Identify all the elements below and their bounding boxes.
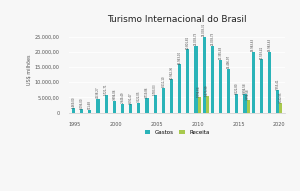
Bar (202, 36, 206, 113)
Bar (80, 109, 83, 113)
Text: 3.222,05: 3.222,05 (137, 91, 141, 102)
Bar (162, 88, 165, 113)
Bar (105, 95, 108, 113)
Bar (113, 101, 116, 113)
Legend: Gastos, Receita: Gastos, Receita (142, 128, 212, 137)
Bar (121, 104, 124, 113)
Bar (260, 59, 263, 113)
Bar (235, 94, 239, 113)
Text: 19.983,63: 19.983,63 (251, 38, 255, 51)
Text: 17.355,83: 17.355,83 (218, 46, 223, 59)
Bar (194, 46, 198, 113)
Bar (72, 108, 75, 113)
Text: 1.096,00: 1.096,00 (80, 97, 84, 109)
Text: 22.038,73: 22.038,73 (210, 32, 214, 45)
Text: 4.719,86: 4.719,86 (145, 86, 149, 98)
Text: 10.962,36: 10.962,36 (169, 66, 173, 79)
Text: 17.593,41: 17.593,41 (259, 46, 263, 59)
Text: 2.691,47: 2.691,47 (129, 92, 133, 104)
Text: 5.473,99: 5.473,99 (205, 84, 209, 96)
Text: 7.355,41: 7.355,41 (276, 78, 280, 90)
Text: 19.983,63: 19.983,63 (268, 38, 272, 51)
Text: 20.801,82: 20.801,82 (186, 36, 190, 49)
Text: 3.040,95: 3.040,95 (279, 91, 283, 103)
Bar (252, 52, 255, 113)
Bar (211, 46, 214, 113)
Text: 5.094,64: 5.094,64 (197, 85, 201, 97)
Text: 5.994,58: 5.994,58 (243, 83, 247, 94)
Text: 4.638,27: 4.638,27 (96, 87, 100, 98)
Text: 14.496,97: 14.496,97 (227, 55, 231, 68)
Text: 5.721,71: 5.721,71 (104, 83, 108, 95)
Bar (97, 99, 100, 113)
Y-axis label: US$ milhões: US$ milhões (27, 55, 32, 85)
Text: 2.949,49: 2.949,49 (121, 92, 124, 103)
Text: 6.022,80: 6.022,80 (235, 82, 239, 94)
Bar (146, 98, 148, 113)
Text: 25.038,31: 25.038,31 (202, 23, 206, 36)
Text: 22.038,73: 22.038,73 (194, 32, 198, 45)
Text: 15.963,00: 15.963,00 (178, 51, 182, 64)
Bar (88, 110, 91, 113)
Text: 5.783,03: 5.783,03 (153, 83, 157, 95)
Title: Turismo Internacional do Brasil: Turismo Internacional do Brasil (107, 15, 247, 24)
Text: 971,68: 971,68 (88, 100, 92, 109)
Bar (206, 96, 209, 113)
Text: 8.211,10: 8.211,10 (161, 76, 165, 87)
Bar (219, 60, 222, 113)
Text: 3.994,58: 3.994,58 (246, 88, 250, 100)
Bar (227, 69, 230, 113)
Bar (170, 79, 173, 113)
Bar (198, 97, 201, 113)
Bar (137, 103, 140, 113)
Bar (247, 100, 250, 113)
Bar (279, 103, 282, 113)
Text: 1.469,00: 1.469,00 (71, 96, 76, 108)
Bar (178, 64, 181, 113)
Bar (276, 90, 279, 113)
Bar (268, 52, 271, 113)
Bar (186, 49, 189, 113)
Bar (243, 94, 247, 113)
Bar (129, 104, 132, 113)
Text: 3.894,06: 3.894,06 (112, 89, 116, 100)
Bar (154, 95, 157, 113)
